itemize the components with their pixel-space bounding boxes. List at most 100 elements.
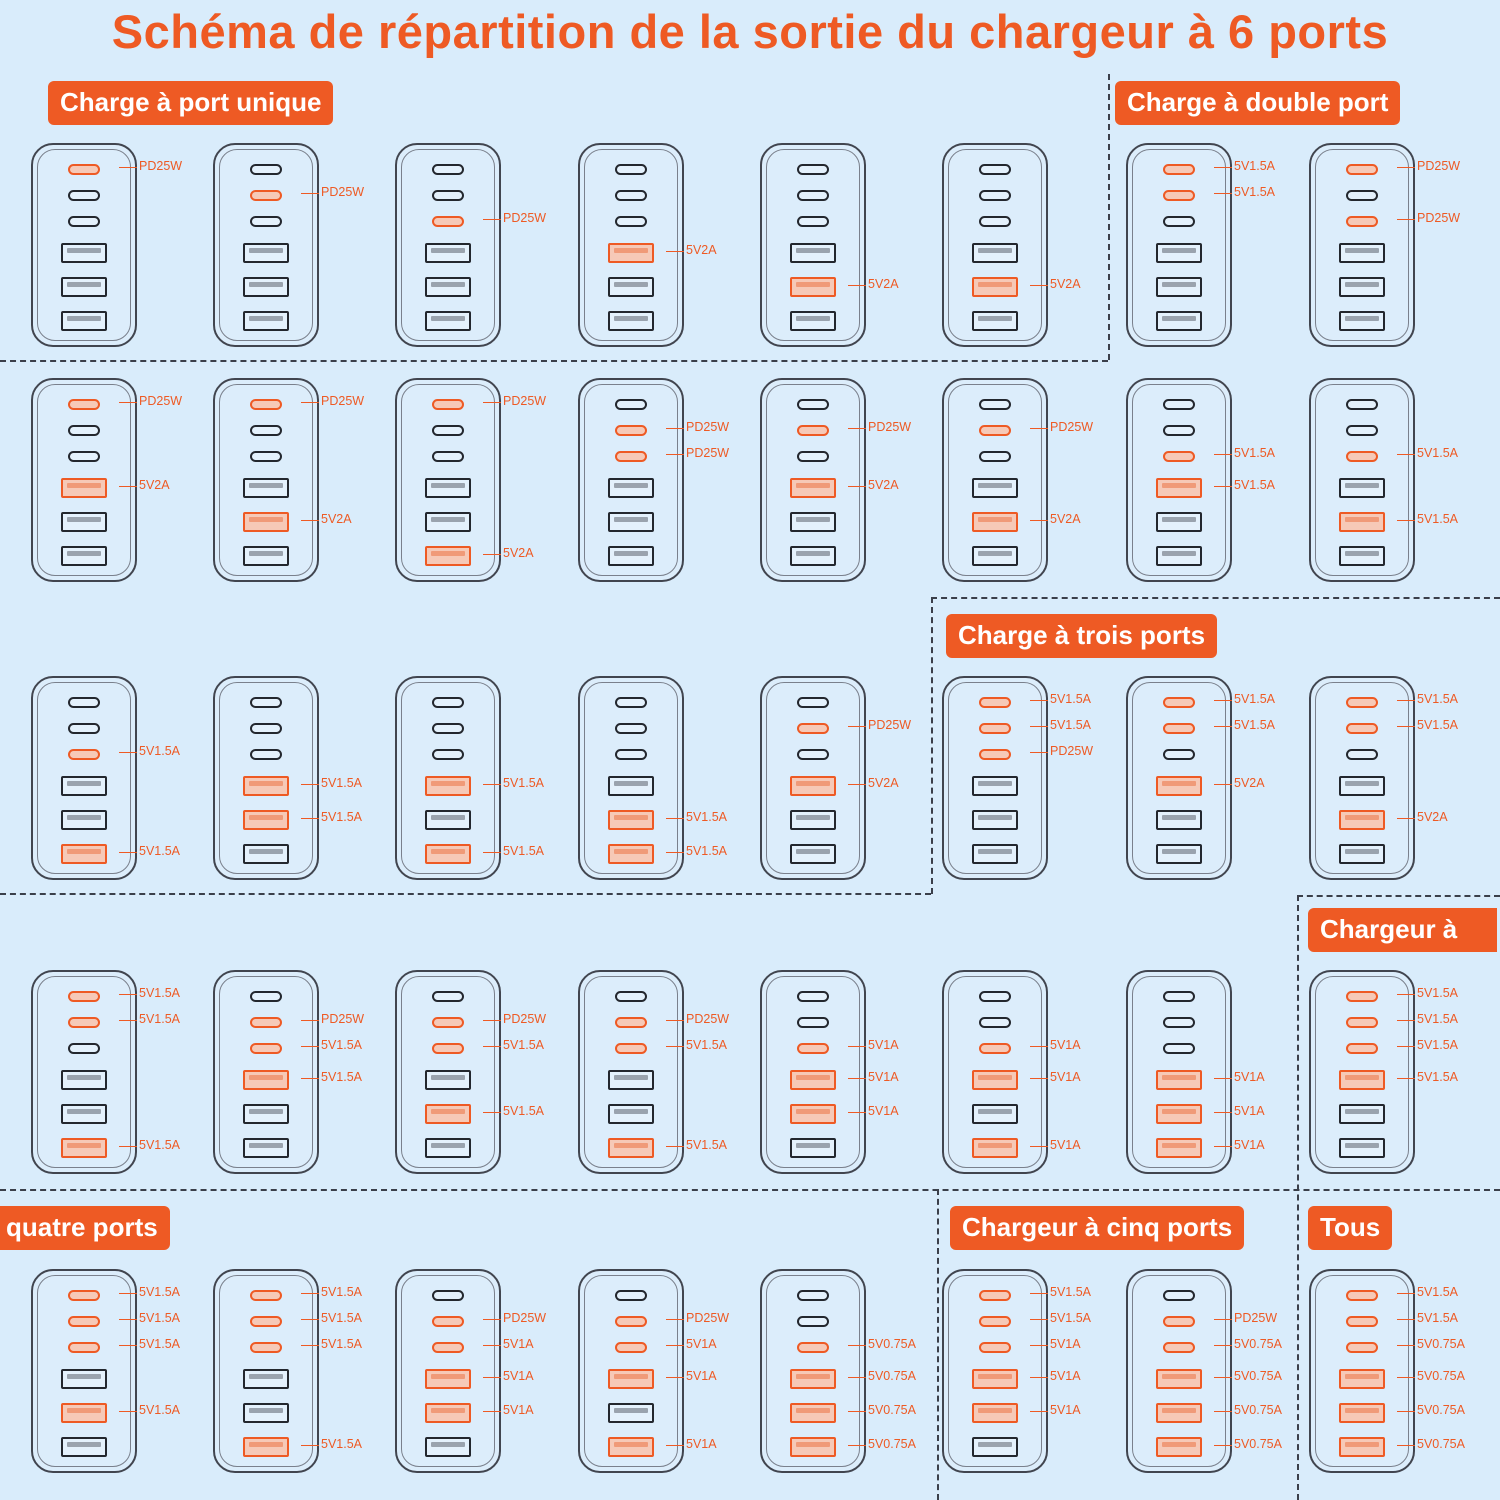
output-label-text: 5V1A: [1050, 1337, 1081, 1351]
usb-a-port: [1339, 243, 1385, 263]
output-label-text: 5V1.5A: [1417, 986, 1459, 1000]
leader-line: [1030, 1319, 1048, 1320]
usb-a-port: [243, 1104, 289, 1124]
usb-c-port: [432, 163, 464, 175]
usb-c-port-active: [250, 1315, 282, 1327]
leader-line: [1030, 726, 1048, 727]
leader-line: [1397, 1046, 1415, 1047]
usb-a-port: [1339, 478, 1385, 498]
leader-line: [666, 1445, 684, 1446]
charger: [1309, 378, 1415, 582]
usb-a-port: [243, 478, 289, 498]
usb-a-port-active: [608, 844, 654, 864]
usb-c-port: [979, 215, 1011, 227]
usb-c-port-active: [432, 1016, 464, 1028]
leader-line: [1030, 1345, 1048, 1346]
usb-c-port-active: [615, 1042, 647, 1054]
usb-c-port: [68, 1042, 100, 1054]
usb-c-port: [979, 990, 1011, 1002]
leader-line: [1030, 1046, 1048, 1047]
charger: [1126, 143, 1232, 347]
usb-a-port: [1156, 243, 1202, 263]
usb-a-port-active: [425, 776, 471, 796]
output-label-text: 5V1.5A: [1417, 1038, 1459, 1052]
charger: [1309, 970, 1415, 1174]
usb-a-port: [972, 1437, 1018, 1457]
output-label-text: 5V1.5A: [321, 1311, 363, 1325]
output-label-text: 5V1A: [1234, 1104, 1265, 1118]
output-label-text: PD25W: [1417, 211, 1461, 225]
usb-c-port-active: [979, 424, 1011, 436]
output-label-text: 5V1.5A: [139, 1403, 181, 1417]
output-label-text: 5V1.5A: [139, 844, 181, 858]
usb-c-port: [250, 696, 282, 708]
usb-a-port: [608, 1104, 654, 1124]
leader-line: [1030, 1078, 1048, 1079]
usb-a-port: [243, 277, 289, 297]
usb-a-port: [1339, 1104, 1385, 1124]
usb-c-port: [1163, 424, 1195, 436]
leader-line: [483, 554, 501, 555]
usb-c-port: [1346, 748, 1378, 760]
usb-c-port: [1163, 1289, 1195, 1301]
output-label-text: 5V1A: [1234, 1138, 1265, 1152]
output-label-text: PD25W: [686, 420, 730, 434]
output-label-text: PD25W: [686, 1012, 730, 1026]
output-label-text: 5V1.5A: [321, 776, 363, 790]
usb-a-port: [1339, 844, 1385, 864]
leader-line: [666, 852, 684, 853]
usb-c-port-active: [1346, 1341, 1378, 1353]
usb-c-port: [797, 215, 829, 227]
leader-line: [1030, 752, 1048, 753]
leader-line: [1397, 1445, 1415, 1446]
usb-a-port: [425, 1070, 471, 1090]
usb-a-port: [972, 1104, 1018, 1124]
usb-c-port-active: [432, 215, 464, 227]
usb-a-port-active: [972, 1403, 1018, 1423]
charger: [31, 676, 137, 880]
usb-c-port: [1163, 215, 1195, 227]
section-title-quad-part1: Chargeur à: [1308, 908, 1498, 952]
usb-c-port-active: [615, 1341, 647, 1353]
usb-a-port-active: [243, 810, 289, 830]
charger: [760, 970, 866, 1174]
usb-c-port: [615, 990, 647, 1002]
leader-line: [119, 1319, 137, 1320]
leader-line: [1214, 1377, 1232, 1378]
usb-c-port: [615, 215, 647, 227]
usb-a-port: [608, 1070, 654, 1090]
usb-c-port: [1163, 748, 1195, 760]
usb-c-port: [68, 424, 100, 436]
output-label-text: 5V2A: [1417, 810, 1448, 824]
leader-line: [301, 520, 319, 521]
output-label-text: 5V1.5A: [1234, 159, 1276, 173]
output-label-text: 5V1A: [1050, 1070, 1081, 1084]
usb-a-port: [243, 1369, 289, 1389]
usb-a-port-active: [61, 844, 107, 864]
leader-line: [119, 486, 137, 487]
output-label-text: PD25W: [321, 185, 365, 199]
usb-a-port: [425, 311, 471, 331]
leader-line: [666, 1146, 684, 1147]
leader-line: [483, 1377, 501, 1378]
leader-line: [1214, 1078, 1232, 1079]
usb-a-port-active: [1156, 1104, 1202, 1124]
usb-a-port-active: [790, 776, 836, 796]
charger: [213, 970, 319, 1174]
charger: [578, 378, 684, 582]
usb-a-port-active: [790, 1369, 836, 1389]
usb-c-port-active: [1346, 1315, 1378, 1327]
usb-c-port-active: [615, 424, 647, 436]
output-label-text: 5V1.5A: [321, 1038, 363, 1052]
output-label-text: 5V0.75A: [868, 1369, 916, 1383]
leader-line: [1214, 1112, 1232, 1113]
usb-a-port-active: [1339, 810, 1385, 830]
output-label-text: 5V0.75A: [1417, 1369, 1465, 1383]
output-label-text: 5V1.5A: [1417, 1070, 1459, 1084]
leader-line: [666, 1377, 684, 1378]
output-label-text: 5V2A: [686, 243, 717, 257]
usb-a-port: [972, 243, 1018, 263]
leader-line: [301, 193, 319, 194]
usb-a-port: [972, 776, 1018, 796]
leader-line: [483, 1046, 501, 1047]
